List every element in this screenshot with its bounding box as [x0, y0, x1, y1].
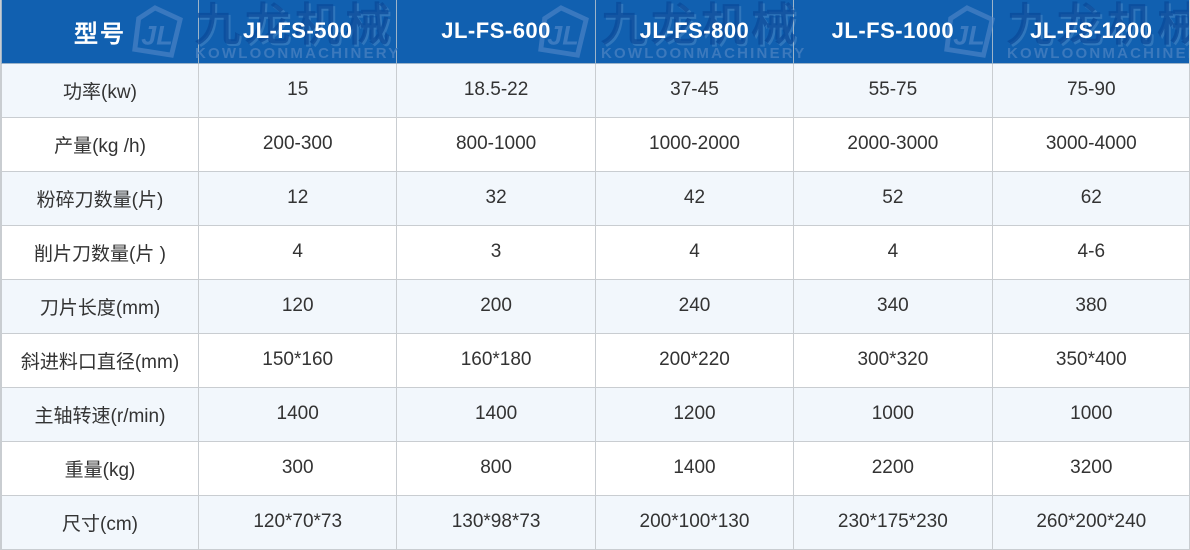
value-cell: 200	[396, 278, 596, 334]
value-cell: 15	[197, 62, 398, 118]
value-cell: 1000	[793, 386, 993, 442]
spec-row-chipper-blades: 削片刀数量(片 ) 4 3 4 4 4-6	[1, 224, 1189, 280]
header-cell-model: 型号	[1, 0, 199, 64]
value-cell: 150*160	[197, 332, 398, 388]
value-cell: 350*400	[991, 332, 1189, 388]
spec-row-crusher-blades: 粉碎刀数量(片) 12 32 42 52 62	[1, 170, 1189, 226]
row-label: 重量(kg)	[1, 440, 199, 496]
spec-row-dimensions: 尺寸(cm) 120*70*73 130*98*73 200*100*130 2…	[1, 494, 1189, 550]
value-cell: 3200	[991, 440, 1189, 496]
value-cell: 380	[991, 278, 1189, 334]
spec-row-weight: 重量(kg) 300 800 1400 2200 3200	[1, 440, 1189, 496]
value-cell: 37-45	[594, 62, 795, 118]
row-label: 功率(kw)	[1, 62, 199, 118]
value-cell: 3000-4000	[991, 116, 1189, 172]
value-cell: 800	[396, 440, 596, 496]
row-label: 粉碎刀数量(片)	[1, 170, 199, 226]
header-label: 型号	[74, 20, 126, 48]
value-cell: 120*70*73	[197, 494, 398, 550]
value-cell: 55-75	[793, 62, 993, 118]
row-label: 尺寸(cm)	[1, 494, 199, 550]
header-label: JL-FS-800	[639, 18, 750, 44]
value-cell: 42	[594, 170, 795, 226]
header-label: JL-FS-600	[441, 18, 551, 44]
spec-row-output: 产量(kg /h) 200-300 800-1000 1000-2000 200…	[1, 116, 1189, 172]
header-cell-jl-fs-600: JL-FS-600	[396, 0, 596, 64]
value-cell: 200*100*130	[594, 494, 795, 550]
value-cell: 2000-3000	[793, 116, 993, 172]
header-row: 型号 JL-FS-500 JL-FS-600 JL-FS-800 JL-FS-1…	[1, 0, 1189, 64]
value-cell: 1200	[594, 386, 795, 442]
spec-row-spindle-speed: 主轴转速(r/min) 1400 1400 1200 1000 1000	[1, 386, 1189, 442]
value-cell: 75-90	[991, 62, 1189, 118]
row-label: 主轴转速(r/min)	[1, 386, 199, 442]
value-cell: 120	[197, 278, 398, 334]
value-cell: 1400	[396, 386, 596, 442]
value-cell: 130*98*73	[396, 494, 596, 550]
header-label: JL-FS-1000	[831, 18, 955, 44]
value-cell: 200*220	[594, 332, 795, 388]
header-label: JL-FS-1200	[1030, 18, 1153, 44]
value-cell: 18.5-22	[396, 62, 596, 118]
value-cell: 2200	[793, 440, 993, 496]
value-cell: 300*320	[793, 332, 993, 388]
spec-row-power: 功率(kw) 15 18.5-22 37-45 55-75 75-90	[1, 62, 1189, 118]
value-cell: 260*200*240	[991, 494, 1189, 550]
header-cell-jl-fs-500: JL-FS-500	[197, 0, 398, 64]
value-cell: 340	[793, 278, 993, 334]
value-cell: 200-300	[197, 116, 398, 172]
value-cell: 1400	[594, 440, 795, 496]
value-cell: 300	[197, 440, 398, 496]
value-cell: 240	[594, 278, 795, 334]
header-cell-jl-fs-1200: JL-FS-1200	[991, 0, 1189, 64]
value-cell: 12	[197, 170, 398, 226]
spec-row-blade-length: 刀片长度(mm) 120 200 240 340 380	[1, 278, 1189, 334]
value-cell: 4	[594, 224, 795, 280]
value-cell: 800-1000	[396, 116, 596, 172]
value-cell: 230*175*230	[793, 494, 993, 550]
header-cell-jl-fs-800: JL-FS-800	[594, 0, 795, 64]
row-label: 削片刀数量(片 )	[1, 224, 199, 280]
value-cell: 4	[793, 224, 993, 280]
row-label: 刀片长度(mm)	[1, 278, 199, 334]
value-cell: 1400	[197, 386, 398, 442]
value-cell: 4	[197, 224, 398, 280]
value-cell: 1000-2000	[594, 116, 795, 172]
value-cell: 62	[991, 170, 1189, 226]
value-cell: 160*180	[396, 332, 596, 388]
value-cell: 3	[396, 224, 596, 280]
row-label: 斜进料口直径(mm)	[1, 332, 199, 388]
value-cell: 1000	[991, 386, 1189, 442]
header-label: JL-FS-500	[242, 18, 353, 44]
value-cell: 4-6	[991, 224, 1189, 280]
row-label: 产量(kg /h)	[1, 116, 199, 172]
header-cell-jl-fs-1000: JL-FS-1000	[793, 0, 993, 64]
value-cell: 32	[396, 170, 596, 226]
value-cell: 52	[793, 170, 993, 226]
spec-row-inlet-diameter: 斜进料口直径(mm) 150*160 160*180 200*220 300*3…	[1, 332, 1189, 388]
